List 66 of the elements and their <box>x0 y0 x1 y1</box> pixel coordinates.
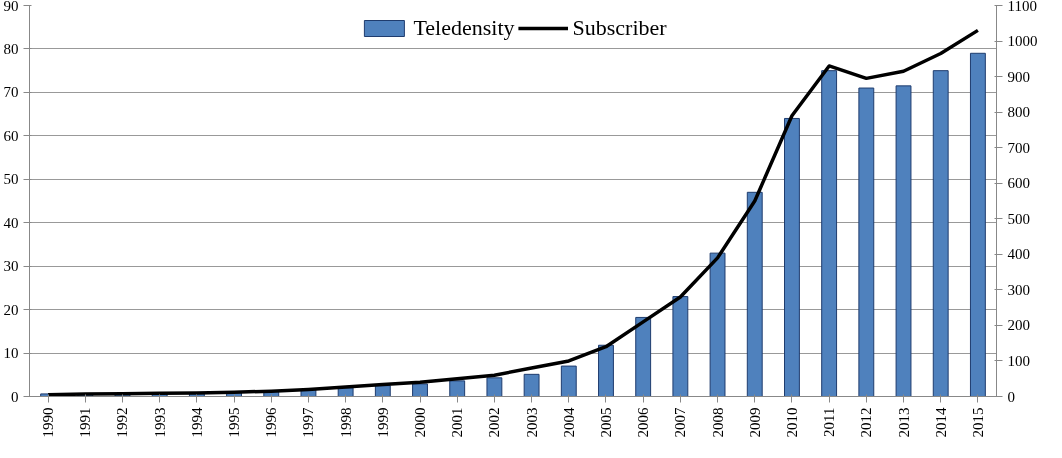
y2-tick-label: 800 <box>1007 104 1030 121</box>
y-tick-label: 20 <box>3 301 19 318</box>
x-tick-label: 2008 <box>709 407 726 438</box>
x-tick-label: 1991 <box>77 407 94 438</box>
bar <box>895 85 912 397</box>
bar <box>523 373 540 397</box>
x-tick-label: 2009 <box>746 407 763 438</box>
x-tick-label: 1992 <box>114 407 131 438</box>
y2-tick-label: 400 <box>1007 246 1030 263</box>
bar <box>635 316 652 397</box>
x-tick-label: 2006 <box>635 407 652 438</box>
bar <box>486 377 503 397</box>
y-tick-label: 60 <box>3 127 19 144</box>
bar <box>746 191 763 397</box>
y-tick-label: 40 <box>3 214 19 231</box>
y-tick-label: 30 <box>3 258 19 275</box>
bar <box>709 252 726 397</box>
x-tick-label: 2011 <box>821 407 838 437</box>
x-tick-label: 1990 <box>40 407 57 438</box>
y2-tick-label: 500 <box>1007 210 1030 227</box>
x-tick-label: 2012 <box>858 407 875 438</box>
x-tick-label: 2003 <box>523 407 540 438</box>
y-tick-label: 0 <box>11 388 19 405</box>
x-tick-label: 2013 <box>895 407 912 438</box>
bar <box>560 365 577 397</box>
y2-tick-label: 900 <box>1007 68 1030 85</box>
y2-tick-label: 100 <box>1007 352 1030 369</box>
bar <box>672 296 689 397</box>
x-tick-label: 2004 <box>560 407 577 438</box>
bar <box>784 117 800 397</box>
y2-tick-label: 300 <box>1007 281 1030 298</box>
x-tick-label: 2007 <box>672 407 689 438</box>
bar <box>858 87 875 397</box>
x-tick-label: 2005 <box>597 407 614 438</box>
x-tick-label: 1994 <box>188 407 205 438</box>
x-tick-label: 1993 <box>151 407 168 438</box>
bar <box>449 380 466 397</box>
x-tick-label: 1996 <box>263 407 280 438</box>
x-tick-label: 2000 <box>412 407 429 438</box>
y2-tick-label: 1000 <box>1007 33 1038 50</box>
y-tick-label: 10 <box>3 345 19 362</box>
y2-tick-label: 200 <box>1007 317 1030 334</box>
x-tick-label: 2001 <box>449 407 466 438</box>
y-tick-label: 70 <box>3 84 19 101</box>
y-tick-label: 50 <box>3 171 19 188</box>
y2-tick-label: 0 <box>1007 388 1015 405</box>
x-tick-label: 2002 <box>486 407 503 438</box>
x-tick-label: 1998 <box>337 407 354 438</box>
bar <box>969 52 986 397</box>
bar <box>412 383 428 397</box>
x-tick-label: 2010 <box>783 407 800 438</box>
y2-tick-label: 600 <box>1007 175 1030 192</box>
bar <box>821 70 838 397</box>
x-tick-label: 1997 <box>300 407 317 438</box>
y2-tick-label: 700 <box>1007 139 1030 156</box>
x-tick-label: 1995 <box>226 407 243 438</box>
x-tick-label: 1999 <box>374 407 391 438</box>
bar <box>932 70 949 397</box>
y-tick-label: 90 <box>3 0 19 14</box>
x-tick-label: 2014 <box>932 407 949 438</box>
legend-label: Subscriber <box>572 15 667 41</box>
y2-tick-label: 1100 <box>1007 0 1037 14</box>
bar <box>598 344 614 397</box>
legend-label: Teledensity <box>413 15 515 41</box>
y-tick-label: 80 <box>3 40 19 57</box>
x-tick-label: 2015 <box>969 407 986 438</box>
